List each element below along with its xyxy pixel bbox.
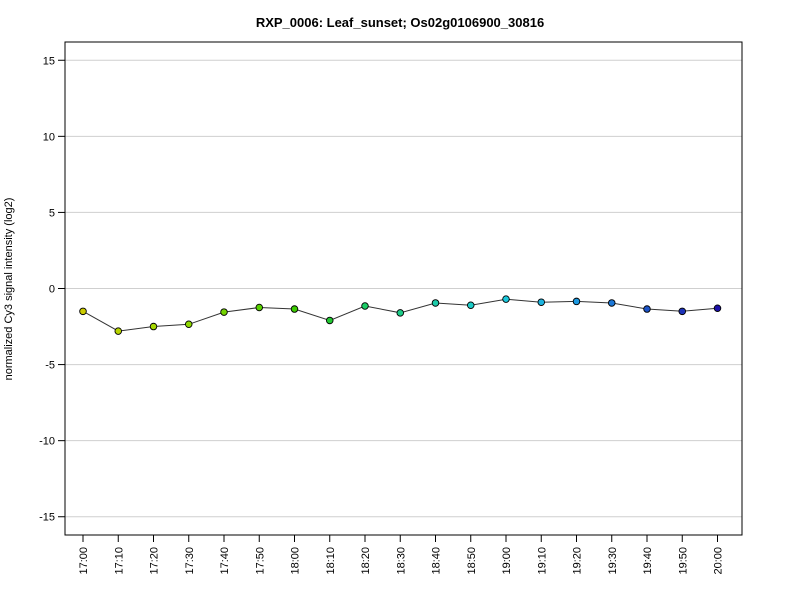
x-tick-label: 18:40 bbox=[431, 547, 443, 575]
y-axis-label: normalized Cy3 signal intensity (log2) bbox=[3, 198, 15, 381]
x-tick-label: 19:10 bbox=[536, 547, 548, 575]
x-tick-label: 18:20 bbox=[360, 547, 372, 575]
y-tick-label: 5 bbox=[49, 207, 55, 219]
y-tick-label: 0 bbox=[49, 284, 55, 296]
data-point bbox=[361, 302, 369, 310]
x-tick-label: 18:10 bbox=[325, 547, 337, 575]
x-tick-label: 17:10 bbox=[113, 547, 125, 575]
y-tick-label: -10 bbox=[39, 436, 55, 448]
data-point bbox=[255, 303, 263, 312]
x-tick-label: 17:50 bbox=[254, 547, 266, 575]
data-points bbox=[79, 295, 722, 335]
data-point bbox=[467, 301, 475, 309]
data-point bbox=[431, 299, 440, 307]
y-tick-label: 15 bbox=[43, 55, 55, 67]
data-point bbox=[114, 327, 122, 335]
data-point bbox=[678, 307, 687, 316]
x-tick-label: 18:00 bbox=[290, 547, 302, 575]
x-tick-label: 18:30 bbox=[395, 547, 407, 575]
data-point bbox=[572, 297, 581, 306]
x-axis: 17:00 17:10 17:20 17:30 17:40 17:50 18:00 18:10… bbox=[78, 535, 725, 575]
data-point bbox=[608, 299, 616, 307]
y-axis: -15 -10 -5 0 5 10 15 bbox=[39, 55, 65, 524]
data-point bbox=[643, 305, 651, 313]
data-point bbox=[396, 309, 405, 317]
data-point bbox=[502, 295, 510, 303]
x-tick-label: 19:50 bbox=[677, 547, 689, 575]
y-tick-label: -5 bbox=[45, 360, 55, 372]
x-tick-label: 17:30 bbox=[184, 547, 196, 575]
chart-title: RXP_0006: Leaf_sunset; Os02g0106900_3081… bbox=[256, 15, 544, 30]
x-tick-label: 17:20 bbox=[149, 547, 161, 575]
data-point bbox=[713, 304, 722, 313]
y-tick-label: 10 bbox=[43, 131, 55, 143]
x-tick-label: 19:40 bbox=[642, 547, 654, 575]
x-tick-label: 18:50 bbox=[466, 547, 478, 575]
y-tick-label: -15 bbox=[39, 512, 55, 524]
x-tick-label: 19:00 bbox=[501, 547, 513, 575]
x-tick-label: 17:00 bbox=[78, 547, 90, 575]
x-tick-label: 19:20 bbox=[572, 547, 584, 575]
x-tick-label: 20:00 bbox=[713, 547, 725, 575]
plot-frame bbox=[64, 41, 743, 536]
x-tick-label: 17:40 bbox=[219, 547, 231, 575]
data-point bbox=[149, 322, 158, 331]
data-point bbox=[79, 307, 87, 316]
data-point bbox=[290, 305, 299, 313]
data-point bbox=[537, 298, 546, 306]
data-point bbox=[220, 308, 228, 316]
x-tick-label: 19:30 bbox=[607, 547, 619, 575]
gridlines bbox=[65, 59, 742, 518]
data-point bbox=[184, 320, 193, 329]
data-point bbox=[326, 316, 334, 325]
